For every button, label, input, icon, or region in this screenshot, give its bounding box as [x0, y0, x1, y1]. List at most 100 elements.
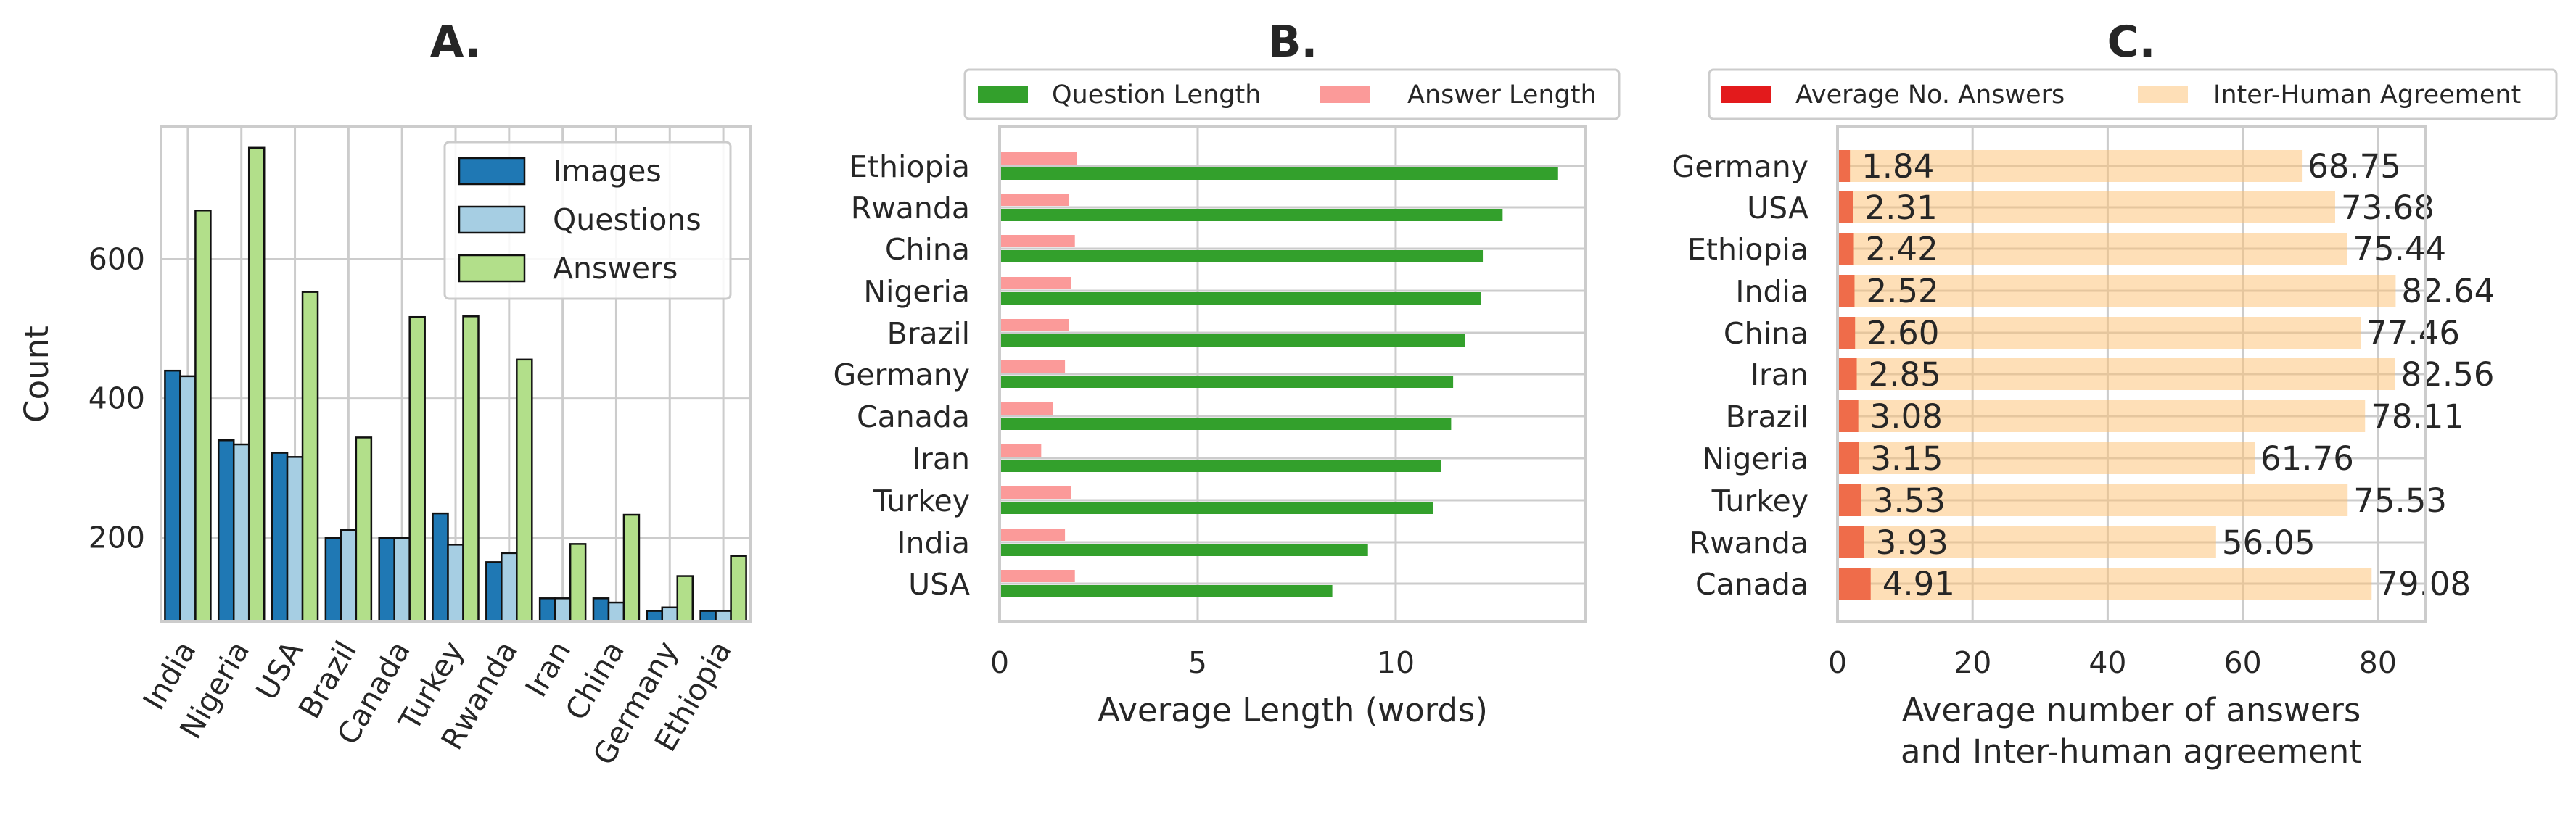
panel-a-bar-images: [164, 369, 181, 623]
panel-c-bar-agreement: [1838, 442, 2255, 474]
panel-a-bar-images: [432, 512, 449, 623]
panel-b-bar-answer-length: [1000, 277, 1071, 289]
panel-c-bar-agreement: [1838, 275, 2396, 307]
panel-a-bar-questions: [179, 375, 197, 623]
panel-b-axes-frame: [998, 125, 1587, 623]
panel-b-ytick-label: USA: [908, 567, 970, 602]
panel-c-xlabel: Average number of answers: [1902, 691, 2361, 729]
panel-b-xlabel: Average Length (words): [1098, 691, 1488, 729]
panel-a-bar-images: [592, 597, 610, 623]
panel-c-bar-agreement: [1838, 150, 2303, 182]
panel-a-bar-images: [217, 439, 235, 623]
panel-b-bar-answer-length: [1000, 570, 1075, 582]
panel-c-value-label-avg-answers: 2.52: [1866, 272, 1938, 310]
panel-c-value-label-avg-answers: 3.93: [1876, 523, 1949, 562]
panel-c-value-label-avg-answers: 3.53: [1873, 481, 1946, 520]
panel-a-legend-swatch: [458, 157, 526, 186]
panel-c-xlabel: and Inter-human agreement: [1901, 732, 2362, 771]
panel-b-legend-swatch: [978, 86, 1028, 103]
panel-c-bar-avg-answers: [1838, 191, 1853, 223]
panel-a-bar-questions: [340, 529, 358, 623]
panel-c-value-label-avg-answers: 2.85: [1869, 355, 1941, 394]
panel-a-bar-images: [485, 561, 503, 623]
panel-a-bar-images: [646, 610, 664, 623]
panel-b-bar-answer-length: [1000, 319, 1069, 331]
panel-b-bar-answer-length: [1000, 194, 1069, 206]
panel-c-bar-avg-answers: [1838, 442, 1859, 474]
panel-c-legend-label: Average No. Answers: [1795, 80, 2065, 109]
panel-a-legend-label: Images: [553, 154, 662, 189]
panel-b-bar-answer-length: [1000, 402, 1053, 415]
panel-a-bar-answers: [301, 291, 319, 623]
panel-c-ytick-label: Ethiopia: [1687, 232, 1808, 267]
panel-b-ytick-label: Turkey: [873, 484, 970, 518]
panel-c-xtick-label: 60: [2224, 645, 2262, 680]
panel-c-legend-label: Inter-Human Agreement: [2213, 80, 2521, 109]
panel-b-bar-answer-length: [1000, 486, 1071, 499]
panel-c-ytick-label: Iran: [1750, 357, 1808, 392]
panel-b-bar-question-length: [1000, 418, 1452, 430]
panel-b-legend-label: Answer Length: [1407, 80, 1597, 109]
panel-b-xtick-label: 5: [1188, 645, 1207, 680]
panel-c-bar-avg-answers: [1838, 484, 1861, 516]
panel-b-xtick-label: 0: [990, 645, 1009, 680]
panel-c-value-label-avg-answers: 2.31: [1865, 189, 1938, 227]
panel-c-bar-avg-answers: [1838, 358, 1857, 390]
panel-c-value-label-avg-answers: 2.60: [1867, 314, 1939, 352]
panel-b-title: B.: [1268, 17, 1318, 67]
panel-c-bar-agreement: [1838, 233, 2347, 265]
panel-c-ytick-label: India: [1735, 274, 1808, 309]
panel-a-legend-swatch: [458, 254, 526, 283]
panel-a-bar-answers: [516, 358, 533, 623]
panel-c-bar-avg-answers: [1838, 233, 1854, 265]
panel-c-value-label-agreement: 56.05: [2222, 523, 2316, 562]
panel-a-bar-questions: [554, 597, 572, 623]
panel-b-ytick-label: Canada: [857, 399, 970, 434]
panel-a-ytick-label: 200: [89, 521, 145, 555]
panel-a-bar-images: [699, 610, 717, 623]
panel-a-bar-answers: [247, 146, 266, 623]
panel-b-bar-question-length: [1000, 334, 1465, 347]
panel-c-value-label-agreement: 61.76: [2260, 439, 2354, 478]
panel-c-ytick-label: China: [1724, 316, 1808, 351]
panel-c-ytick-label: Turkey: [1711, 484, 1808, 518]
panel-a-bar-questions: [661, 606, 679, 623]
panel-b-ytick-label: Iran: [912, 442, 970, 476]
panel-b-xtick-label: 10: [1377, 645, 1415, 680]
panel-b-bar-question-length: [1000, 460, 1441, 472]
panel-a-bar-answers: [730, 555, 747, 623]
panel-c-legend-swatch: [2138, 86, 2188, 103]
panel-c-bar-agreement: [1838, 191, 2335, 223]
panel-b-bar-question-length: [1000, 167, 1558, 180]
panel-b-bar-question-length: [1000, 585, 1333, 597]
panel-a-axes-frame: [160, 125, 752, 623]
panel-c-value-label-avg-answers: 3.15: [1870, 439, 1943, 478]
panel-c-value-label-agreement: 73.68: [2341, 189, 2435, 227]
panel-b-ytick-label: Germany: [834, 357, 970, 392]
panel-c-bar-agreement: [1838, 526, 2216, 558]
panel-b-bar-answer-length: [1000, 152, 1077, 165]
panel-b-ytick-label: Nigeria: [863, 274, 970, 309]
panel-b-bar-answer-length: [1000, 235, 1075, 247]
panel-b-bar-answer-length: [1000, 444, 1042, 457]
panel-c-axes-frame: [1836, 125, 2427, 623]
panel-c-xtick-label: 20: [1954, 645, 1991, 680]
panel-a-bar-answers: [622, 513, 641, 623]
panel-b-legend: [963, 68, 1621, 120]
panel-b-bar-answer-length: [1000, 529, 1066, 541]
panel-c-bar-avg-answers: [1838, 568, 1871, 600]
panel-c-ytick-label: Nigeria: [1702, 442, 1808, 476]
panel-a-ytick-label: 400: [89, 381, 145, 416]
panel-a-bar-answers: [194, 210, 212, 623]
panel-b-ytick-label: China: [885, 232, 970, 267]
panel-c-xtick-label: 40: [2089, 645, 2126, 680]
panel-b-bar-question-length: [1000, 209, 1503, 221]
panel-a-bar-images: [324, 537, 342, 623]
panel-a-legend-label: Questions: [553, 202, 701, 237]
panel-c-value-label-agreement: 68.75: [2308, 147, 2401, 186]
panel-c-value-label-agreement: 75.53: [2353, 481, 2447, 520]
panel-c-bar-avg-answers: [1838, 400, 1859, 432]
panel-a-bar-answers: [676, 575, 694, 623]
panel-b-ytick-label: Rwanda: [851, 191, 970, 225]
